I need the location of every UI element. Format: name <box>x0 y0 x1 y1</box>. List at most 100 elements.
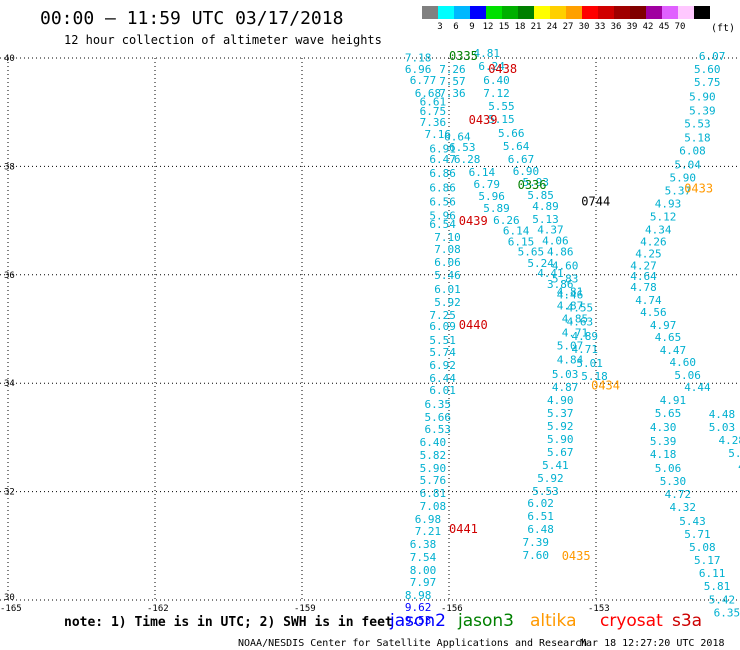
colorbar-tick-label: 15 <box>499 22 510 32</box>
wave-height-label: 6.35 <box>714 606 740 619</box>
wave-height-label: 4.46 <box>557 289 584 302</box>
wave-height-label: 4.30 <box>650 421 677 434</box>
colorbar-swatch <box>598 6 614 19</box>
legend-item-jason3: jason3 <box>457 611 514 631</box>
wave-height-label: 6.44 <box>429 372 456 385</box>
wave-height-label: 5.85 <box>527 189 554 202</box>
wave-height-label: 4.48 <box>709 408 736 421</box>
wave-height-label: 5.18 <box>684 131 711 144</box>
wave-height-label: 5.12 <box>650 211 677 224</box>
colorbar-swatch <box>694 6 710 19</box>
wave-height-label: 7.36 <box>420 116 447 129</box>
wave-height-label: 5.82 <box>420 449 447 462</box>
colorbar-swatch <box>630 6 646 19</box>
colorbar-tick-label: 30 <box>579 22 590 32</box>
wave-height-label: 5.15 <box>488 113 515 126</box>
wave-height-label: 9.62 <box>405 601 432 614</box>
colorbar-swatch <box>662 6 678 19</box>
y-tick-label: 30 <box>4 593 15 603</box>
wave-height-label: 4.81 <box>557 285 584 298</box>
wave-height-label: 5.93 <box>523 176 550 189</box>
wave-height-label: 5.81 <box>704 580 731 593</box>
wave-height-label: 8.98 <box>405 589 432 602</box>
data-labels: 7.186.966.776.686.616.757.367.166.916.47… <box>405 47 740 627</box>
legend: jason2 jason3 altika cryosat s3a <box>389 611 702 631</box>
wave-height-label: 6.01 <box>429 384 456 397</box>
colorbar-swatch <box>646 6 662 19</box>
wave-height-label: 9.53 <box>405 614 432 627</box>
wave-height-label: 4.55 <box>567 302 594 315</box>
wave-height-label: 7.12 <box>483 87 510 100</box>
x-tick-label: -162 <box>147 604 169 614</box>
wave-height-label: 6.53 <box>425 423 452 436</box>
x-tick-label: -156 <box>441 604 463 614</box>
wave-height-label: 6.06 <box>434 256 461 269</box>
wave-height-label: 4.18 <box>650 448 677 461</box>
wave-height-label: 6.15 <box>508 236 535 249</box>
wave-height-label: 5.60 <box>694 63 721 76</box>
wave-height-label: 5.24 <box>527 257 554 270</box>
wave-height-label: 4.85 <box>562 312 589 325</box>
wave-height-label: 4.26 <box>640 236 667 249</box>
colorbar-tick-label: 27 <box>563 22 574 32</box>
wave-height-label: 5.66 <box>498 127 525 140</box>
wave-height-label: 4.89 <box>572 330 599 343</box>
wave-height-label: 8.00 <box>410 564 437 577</box>
wave-height-label: 4.87 <box>557 299 584 312</box>
pass-time-label: 0438 <box>488 62 517 76</box>
wave-height-label: 6.01 <box>434 283 461 296</box>
wave-height-label: 4.34 <box>645 224 672 237</box>
wave-height-label: 5.55 <box>488 100 515 113</box>
wave-height-label: 7.36 <box>439 87 466 100</box>
wave-height-label: 6.96 <box>405 63 432 76</box>
wave-height-label: 6.35 <box>425 398 452 411</box>
wave-height-label: 5.90 <box>547 433 574 446</box>
wave-height-label: 6.08 <box>679 144 706 157</box>
wave-height-label: 6.67 <box>508 153 535 166</box>
wave-height-label: 7.39 <box>523 536 550 549</box>
chart-subtitle: 12 hour collection of altimeter wave hei… <box>64 33 382 47</box>
wave-height-label: 5.41 <box>542 459 569 472</box>
wave-height-label: 4.64 <box>630 270 657 283</box>
colorbar-swatch <box>582 6 598 19</box>
x-tick-label: -154 <box>735 604 740 614</box>
wave-height-label: 4.25 <box>635 247 662 260</box>
wave-height-label: 6.26 <box>493 214 519 227</box>
colorbar-tick-label: 24 <box>547 22 558 32</box>
wave-height-label: 6.38 <box>410 538 437 551</box>
wave-height-label: 4.78 <box>630 281 657 294</box>
wave-height-label: 6.91 <box>429 142 456 155</box>
wave-height-label: 5.37 <box>665 185 692 198</box>
colorbar-tick-label: 21 <box>531 22 542 32</box>
wave-height-label: 5.37 <box>547 407 574 420</box>
wave-height-label: 7.26 <box>439 63 466 76</box>
wave-height-label: 4.65 <box>655 331 682 344</box>
wave-height-label: 5.17 <box>694 554 721 567</box>
wave-height-label: 7.60 <box>523 549 550 562</box>
axes: -165 -162 -159 -156 -153 -154 32 34 36 38 40 30 <box>0 54 740 614</box>
wave-height-label: 5.04 <box>674 159 701 172</box>
wave-height-label: 4.97 <box>650 319 677 332</box>
wave-height-label: 5.90 <box>689 90 716 103</box>
y-tick-label: 32 <box>4 488 15 498</box>
legend-item-jason2: jason2 <box>389 611 446 631</box>
wave-height-label: 6.56 <box>429 195 456 208</box>
wave-height-label: 4.72 <box>665 488 692 501</box>
legend-item-s3a: s3a <box>672 611 702 631</box>
wave-height-label: 5.39 <box>689 104 716 117</box>
wave-height-label: 4.47 <box>660 344 687 357</box>
colorbar: 3 6 9 12 15 18 21 24 27 30 33 36 39 42 45 70 <box>422 6 710 32</box>
wave-height-label: 4.71 <box>562 327 589 340</box>
wave-height-label: 5.51 <box>429 334 456 347</box>
wave-height-label: 7.57 <box>439 75 466 88</box>
wave-height-label: 6.40 <box>420 436 447 449</box>
wave-height-label: 5.67 <box>547 446 574 459</box>
colorbar-swatch <box>502 6 518 19</box>
colorbar-tick-label: 36 <box>611 22 622 32</box>
wave-height-label: 5.90 <box>670 172 697 185</box>
wave-height-label: 4.81 <box>474 47 501 60</box>
wave-height-label: 5.96 <box>478 190 505 203</box>
colorbar-tick-label: 12 <box>483 22 494 32</box>
wave-height-label: 4.28 <box>719 434 740 447</box>
